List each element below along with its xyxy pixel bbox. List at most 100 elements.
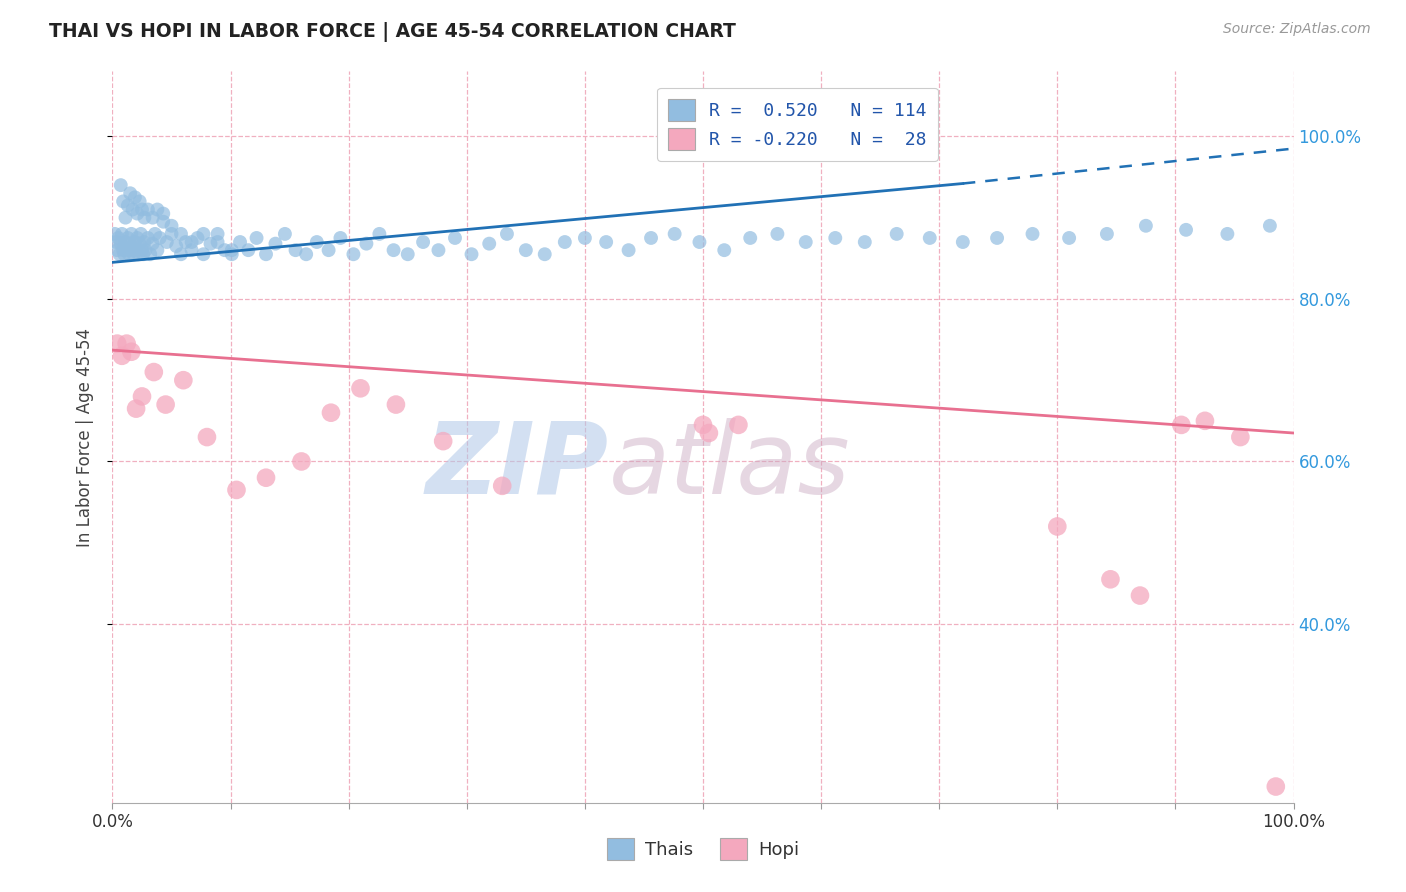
- Point: [207, 227, 229, 241]
- Point: [156, 235, 179, 249]
- Point: [368, 227, 391, 241]
- Point: [264, 236, 287, 251]
- Point: [124, 190, 146, 204]
- Point: [221, 243, 243, 257]
- Point: [136, 202, 159, 217]
- Point: [254, 471, 277, 485]
- Point: [1216, 227, 1239, 241]
- Point: [112, 247, 135, 261]
- Point: [342, 247, 364, 261]
- Point: [713, 243, 735, 257]
- Point: [444, 231, 467, 245]
- Point: [149, 231, 172, 245]
- Point: [460, 247, 482, 261]
- Point: [114, 235, 136, 249]
- Point: [574, 231, 596, 245]
- Point: [229, 235, 252, 249]
- Point: [143, 227, 166, 241]
- Point: [107, 231, 129, 245]
- Text: Source: ZipAtlas.com: Source: ZipAtlas.com: [1223, 22, 1371, 37]
- Point: [1099, 572, 1122, 586]
- Point: [952, 235, 974, 249]
- Point: [117, 231, 139, 245]
- Point: [254, 247, 277, 261]
- Point: [118, 247, 141, 261]
- Y-axis label: In Labor Force | Age 45-54: In Labor Force | Age 45-54: [76, 327, 94, 547]
- Point: [319, 406, 342, 420]
- Point: [172, 373, 194, 387]
- Point: [186, 231, 208, 245]
- Point: [134, 211, 156, 225]
- Point: [121, 243, 143, 257]
- Point: [515, 243, 537, 257]
- Point: [432, 434, 454, 449]
- Point: [129, 227, 152, 241]
- Point: [207, 235, 229, 249]
- Point: [318, 243, 340, 257]
- Point: [112, 194, 135, 209]
- Point: [290, 454, 312, 468]
- Point: [396, 247, 419, 261]
- Point: [274, 227, 297, 241]
- Point: [136, 231, 159, 245]
- Point: [853, 235, 876, 249]
- Point: [120, 344, 142, 359]
- Point: [127, 247, 149, 261]
- Point: [125, 401, 148, 416]
- Point: [195, 430, 218, 444]
- Point: [1095, 227, 1118, 241]
- Point: [1057, 231, 1080, 245]
- Point: [986, 231, 1008, 245]
- Point: [105, 235, 128, 249]
- Text: atlas: atlas: [609, 417, 851, 515]
- Point: [134, 235, 156, 249]
- Point: [128, 236, 150, 251]
- Point: [142, 365, 165, 379]
- Point: [1258, 219, 1281, 233]
- Point: [496, 227, 519, 241]
- Point: [385, 398, 408, 412]
- Point: [692, 417, 714, 432]
- Point: [794, 235, 817, 249]
- Point: [120, 227, 142, 241]
- Point: [697, 425, 720, 440]
- Point: [221, 247, 243, 261]
- Point: [1135, 219, 1157, 233]
- Point: [125, 243, 148, 257]
- Point: [491, 479, 513, 493]
- Point: [146, 243, 169, 257]
- Point: [155, 398, 177, 412]
- Point: [104, 227, 127, 241]
- Point: [740, 231, 762, 245]
- Point: [595, 235, 617, 249]
- Point: [111, 349, 134, 363]
- Point: [121, 202, 143, 217]
- Point: [105, 336, 128, 351]
- Point: [111, 227, 134, 241]
- Point: [664, 227, 686, 241]
- Point: [115, 243, 138, 257]
- Point: [382, 243, 405, 257]
- Point: [152, 206, 174, 220]
- Point: [152, 215, 174, 229]
- Point: [112, 243, 135, 257]
- Point: [427, 243, 450, 257]
- Point: [108, 247, 131, 261]
- Point: [114, 211, 136, 225]
- Point: [170, 227, 193, 241]
- Point: [131, 243, 153, 257]
- Point: [127, 206, 149, 220]
- Point: [200, 236, 222, 251]
- Point: [128, 194, 150, 209]
- Point: [180, 235, 202, 249]
- Point: [1129, 589, 1152, 603]
- Point: [688, 235, 710, 249]
- Point: [131, 202, 153, 217]
- Point: [1264, 780, 1286, 794]
- Point: [412, 235, 434, 249]
- Point: [245, 231, 267, 245]
- Point: [120, 236, 142, 251]
- Point: [238, 243, 260, 257]
- Point: [110, 178, 132, 193]
- Point: [305, 235, 328, 249]
